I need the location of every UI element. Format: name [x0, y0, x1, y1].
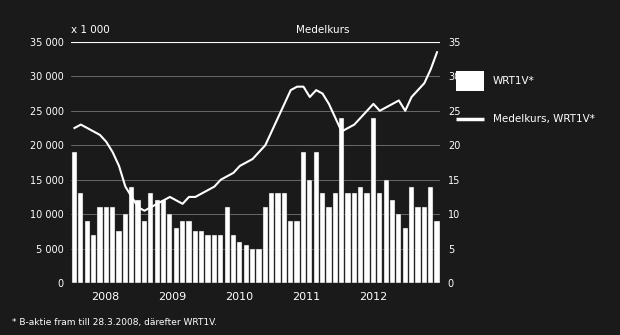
Bar: [294, 221, 299, 283]
Bar: [142, 221, 147, 283]
Bar: [371, 118, 376, 283]
Text: WRT1V*: WRT1V*: [493, 76, 534, 86]
Bar: [231, 235, 236, 283]
Bar: [422, 207, 427, 283]
Bar: [218, 235, 223, 283]
Bar: [409, 187, 414, 283]
Bar: [224, 207, 230, 283]
Bar: [104, 207, 109, 283]
Bar: [136, 200, 141, 283]
Bar: [326, 207, 332, 283]
Bar: [415, 207, 420, 283]
Bar: [72, 152, 77, 283]
Bar: [281, 194, 287, 283]
Bar: [307, 180, 312, 283]
Text: Medelkurs: Medelkurs: [296, 25, 349, 35]
Bar: [205, 235, 211, 283]
Bar: [244, 245, 249, 283]
Bar: [384, 180, 389, 283]
Bar: [345, 194, 350, 283]
Text: * B-aktie fram till 28.3.2008, därefter WRT1V.: * B-aktie fram till 28.3.2008, därefter …: [12, 318, 218, 327]
Bar: [199, 231, 205, 283]
Bar: [180, 221, 185, 283]
Bar: [320, 194, 325, 283]
Bar: [97, 207, 102, 283]
Bar: [390, 200, 395, 283]
Bar: [110, 207, 115, 283]
Bar: [301, 152, 306, 283]
Bar: [91, 235, 96, 283]
Text: x 1 000: x 1 000: [71, 25, 110, 35]
Bar: [288, 221, 293, 283]
Bar: [161, 200, 166, 283]
Bar: [402, 228, 408, 283]
Bar: [269, 194, 274, 283]
Bar: [154, 200, 160, 283]
Bar: [237, 242, 242, 283]
Bar: [435, 221, 440, 283]
Bar: [84, 221, 90, 283]
Bar: [123, 214, 128, 283]
Bar: [333, 194, 338, 283]
Bar: [167, 214, 172, 283]
Bar: [78, 194, 84, 283]
Text: Medelkurs, WRT1V*: Medelkurs, WRT1V*: [493, 114, 595, 124]
Bar: [129, 187, 135, 283]
Bar: [148, 194, 153, 283]
Bar: [428, 187, 433, 283]
Bar: [256, 249, 262, 283]
Bar: [275, 194, 281, 283]
Bar: [396, 214, 402, 283]
Bar: [117, 231, 122, 283]
Bar: [339, 118, 344, 283]
Bar: [352, 194, 357, 283]
Bar: [365, 194, 370, 283]
Bar: [377, 194, 383, 283]
Bar: [456, 71, 484, 91]
Bar: [314, 152, 319, 283]
Bar: [193, 231, 198, 283]
Bar: [263, 207, 268, 283]
Bar: [358, 187, 363, 283]
Bar: [250, 249, 255, 283]
Bar: [212, 235, 217, 283]
Bar: [187, 221, 192, 283]
Bar: [174, 228, 179, 283]
